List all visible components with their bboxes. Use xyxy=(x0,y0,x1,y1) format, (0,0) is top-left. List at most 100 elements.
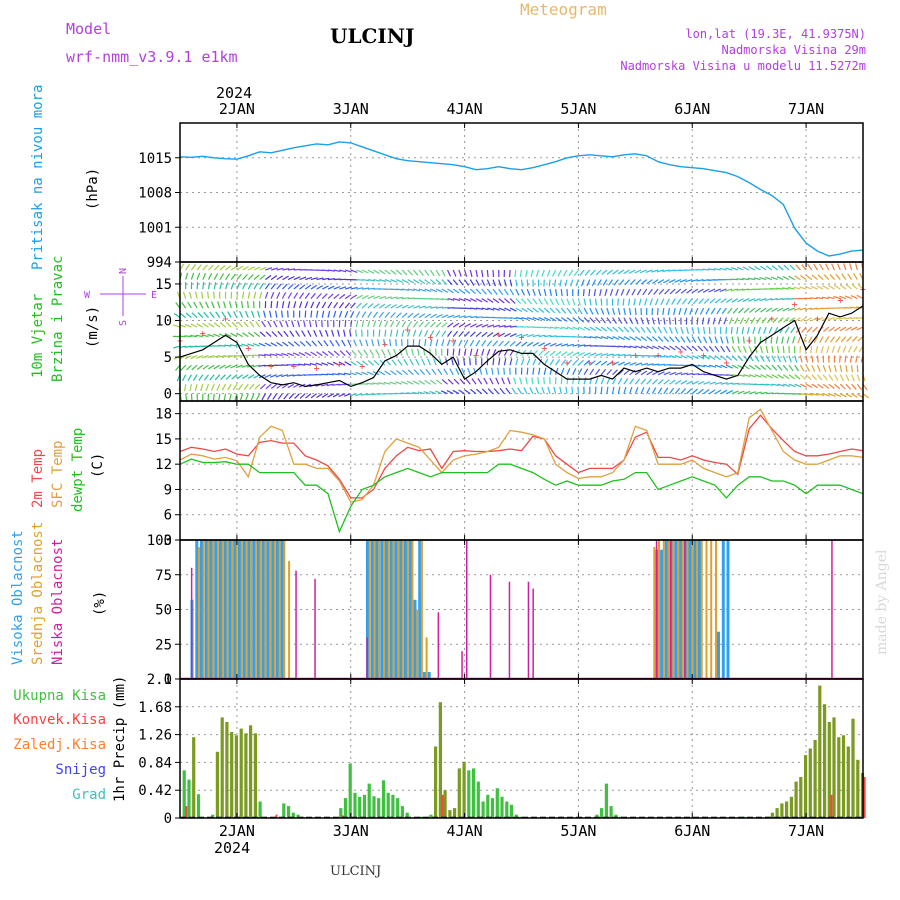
wind-arrow xyxy=(510,325,518,328)
temp-2m-label: 2m Temp xyxy=(30,449,46,508)
wind-arrow xyxy=(794,355,798,363)
wind-arrow xyxy=(360,383,368,385)
wind-arrow xyxy=(754,265,761,271)
wind-arrow xyxy=(211,301,215,309)
wind-arrow xyxy=(407,312,414,319)
wind-arrow xyxy=(259,274,266,281)
wind-arrow xyxy=(663,371,671,376)
wind-arrow xyxy=(492,307,500,311)
wind-arrow xyxy=(708,268,716,271)
wind-arrow xyxy=(281,352,289,357)
wind-arrow xyxy=(771,374,779,379)
wind-arrow xyxy=(856,326,864,331)
wind-arrow xyxy=(794,275,801,281)
wind-arrow xyxy=(245,393,249,401)
wind-arrow xyxy=(281,301,285,309)
wind-arrow xyxy=(623,269,630,275)
wind-arrow xyxy=(799,355,803,363)
wind-arrow xyxy=(504,332,511,338)
wind-arrow xyxy=(464,279,469,286)
wind-arrow xyxy=(418,269,424,276)
wind-arrow xyxy=(242,265,249,271)
wind-arrow xyxy=(742,298,750,303)
wind-arrow xyxy=(691,345,698,352)
wind-arrow xyxy=(730,327,733,335)
wind-arrow xyxy=(207,333,215,338)
wind-arrow xyxy=(219,322,226,328)
wind-arrow xyxy=(845,383,852,390)
precip-total-bar xyxy=(296,814,300,818)
wind-arrow xyxy=(757,326,762,334)
wind-arrow xyxy=(458,279,464,286)
cloud-high-bar xyxy=(214,540,218,679)
wind-arrow xyxy=(746,326,750,335)
wind-arrow xyxy=(736,327,739,335)
wind-arrow xyxy=(397,359,403,366)
wind-arrow xyxy=(714,381,722,385)
wind-arrow xyxy=(731,298,739,303)
wind-arrow xyxy=(566,343,574,347)
cloud-low-bar xyxy=(190,567,193,679)
wind-arrow xyxy=(353,339,357,347)
wind-arrow xyxy=(464,323,471,328)
wind-arrow xyxy=(577,298,581,306)
gust-marker: + xyxy=(314,364,320,375)
wind-arrow xyxy=(321,301,327,309)
wind-arrow xyxy=(202,282,205,290)
temp-2m-line xyxy=(179,414,864,499)
wind-arrow xyxy=(765,364,772,371)
wind-arrow xyxy=(663,317,666,325)
cloud-mid-bar xyxy=(420,540,423,679)
wind-arrow xyxy=(782,275,790,281)
x-tick-label-top: 3JAN xyxy=(333,100,369,118)
wind-arrow xyxy=(305,276,313,281)
wind-arrow xyxy=(216,383,221,391)
wind-arrow xyxy=(413,369,420,376)
wind-arrow xyxy=(458,315,466,319)
wind-arrow xyxy=(657,317,661,325)
cloud-high-bar xyxy=(266,540,270,679)
data-layer: +++++ + + + ++++ +++ +++ + ++ + + ++++++++ xyxy=(172,141,869,818)
precip-total-bar xyxy=(443,790,447,818)
precip-total-bar xyxy=(609,806,613,818)
wind-arrow xyxy=(224,333,232,338)
wind-arrow xyxy=(407,279,415,284)
cloud-mid-bar xyxy=(231,540,234,679)
wind-arrow xyxy=(213,273,219,280)
wind-arrow xyxy=(316,393,323,399)
precip-total-bar xyxy=(600,808,604,818)
wind-arrow xyxy=(819,263,824,271)
wind-arrow xyxy=(527,317,535,321)
y-tick-label: 0.84 xyxy=(138,755,172,771)
wind-arrow xyxy=(423,391,431,395)
wind-arrow xyxy=(575,279,579,287)
wind-arrow xyxy=(429,348,431,356)
wind-arrow xyxy=(691,288,699,294)
precip-total-bar xyxy=(362,794,367,818)
precip-total-bar xyxy=(391,794,395,818)
wind-arrow xyxy=(239,393,244,401)
wind-arrow xyxy=(749,307,756,314)
gust-marker: + xyxy=(268,362,274,373)
temp-sfc-label: SFC Temp xyxy=(50,441,66,508)
wind-arrow xyxy=(532,334,540,338)
wind-arrow xyxy=(652,345,660,350)
wind-arrow xyxy=(230,282,235,290)
temp-labels: 2m Temp SFC Temp dewpt Temp (C) xyxy=(30,428,106,512)
cloud-mid-bar xyxy=(715,540,717,679)
wind-arrow xyxy=(743,374,751,378)
wind-arrow xyxy=(210,383,215,391)
wind-arrow xyxy=(469,288,476,295)
wind-arrow xyxy=(743,364,750,370)
wind-arrow xyxy=(509,298,516,304)
wind-arrow xyxy=(640,326,646,334)
wind-arrow xyxy=(816,296,824,300)
wind-arrow xyxy=(350,302,356,309)
wind-arrow xyxy=(856,365,859,373)
wind-arrow xyxy=(501,377,505,385)
wind-arrow xyxy=(341,339,346,347)
wind-arrow xyxy=(209,311,215,318)
wind-arrow xyxy=(824,336,830,343)
wind-arrow xyxy=(261,320,266,328)
wind-arrow xyxy=(338,302,345,309)
